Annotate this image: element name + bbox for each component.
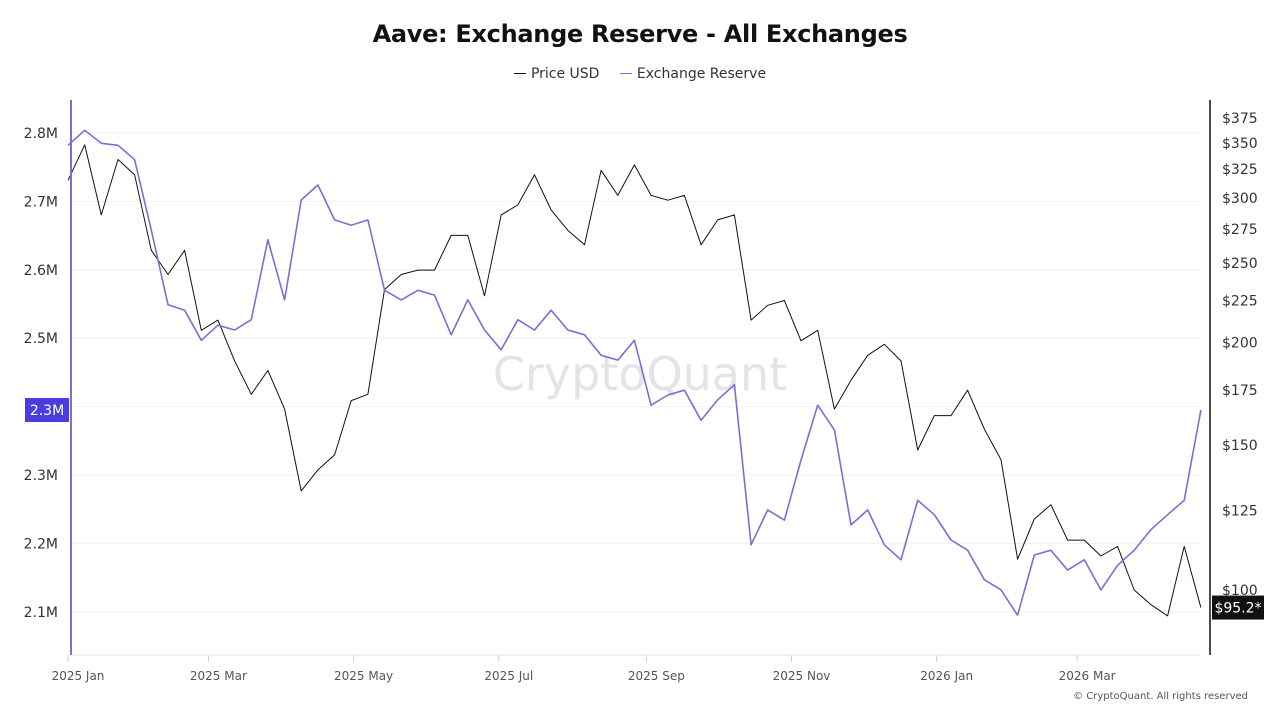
left-axis-tick-label: 2.3M bbox=[24, 468, 58, 484]
left-axis-tick-label: 2.6M bbox=[24, 263, 58, 279]
current-reserve-label: 2.3M bbox=[30, 403, 64, 419]
current-reserve-badge bbox=[25, 398, 69, 423]
legend-swatch-reserve bbox=[619, 73, 632, 74]
x-axis-tick-label: 2025 May bbox=[334, 669, 393, 683]
current-price-badge bbox=[1212, 595, 1264, 620]
x-axis-tick-label: 2025 Mar bbox=[190, 669, 247, 683]
x-axis-tick-label: 2025 Sep bbox=[628, 669, 685, 683]
right-axis-tick-label: $375 bbox=[1222, 111, 1258, 127]
x-axis-tick-label: 2026 Jan bbox=[920, 669, 973, 683]
x-axis-tick-label: 2025 Nov bbox=[773, 669, 831, 683]
right-axis-tick-label: $200 bbox=[1222, 336, 1258, 352]
left-axis-tick-label: 2.5M bbox=[24, 331, 58, 347]
current-price-label: $95.2* bbox=[1214, 601, 1261, 617]
right-axis-tick-label: $125 bbox=[1222, 503, 1258, 519]
left-axis-tick-label: 2.1M bbox=[24, 605, 58, 621]
x-axis-tick-label: 2025 Jan bbox=[52, 669, 105, 683]
gridlines bbox=[72, 132, 1200, 613]
right-axis-tick-label: $350 bbox=[1222, 136, 1258, 152]
series-lines bbox=[67, 129, 1202, 617]
watermark: CryptoQuant bbox=[493, 347, 787, 401]
exchange-reserve-line bbox=[67, 129, 1202, 617]
right-axis-tick-label: $150 bbox=[1222, 438, 1258, 454]
left-axis-tick-label: 2.8M bbox=[24, 126, 58, 142]
right-axis-tick-label: $300 bbox=[1222, 191, 1258, 207]
x-axis-tick-label: 2026 Mar bbox=[1059, 669, 1116, 683]
right-axis-tick-label: $275 bbox=[1222, 222, 1258, 238]
left-axis-tick-label: 2.7M bbox=[24, 194, 58, 210]
left-axis-tick-label: 2.2M bbox=[24, 536, 58, 552]
legend-label-reserve: Exchange Reserve bbox=[636, 65, 767, 82]
right-axis-tick-label: $175 bbox=[1222, 383, 1258, 399]
legend-item-reserve[interactable]: Exchange Reserve bbox=[619, 65, 767, 82]
price-usd-line bbox=[67, 144, 1202, 617]
copyright-footer: © CryptoQuant. All rights reserved bbox=[1073, 691, 1248, 702]
right-axis-tick-label: $325 bbox=[1222, 162, 1258, 178]
chart-title: Aave: Exchange Reserve - All Exchanges bbox=[372, 20, 908, 48]
right-axis-tick-label: $225 bbox=[1222, 293, 1258, 309]
legend-item-price[interactable]: Price USD bbox=[513, 65, 600, 82]
right-axis-tick-label: $100 bbox=[1222, 583, 1258, 599]
right-axis-tick-label: $250 bbox=[1222, 256, 1258, 272]
legend-swatch-price bbox=[513, 73, 526, 74]
legend-label-price: Price USD bbox=[530, 65, 600, 82]
x-axis-tick-label: 2025 Jul bbox=[484, 669, 533, 683]
axes: 2.8M 2.7M 2.6M 2.5M 2.3M 2.2M 2.1M $375 $350 $325… bbox=[24, 100, 1264, 683]
legend: Price USD Exchange Reserve bbox=[0, 62, 1280, 82]
